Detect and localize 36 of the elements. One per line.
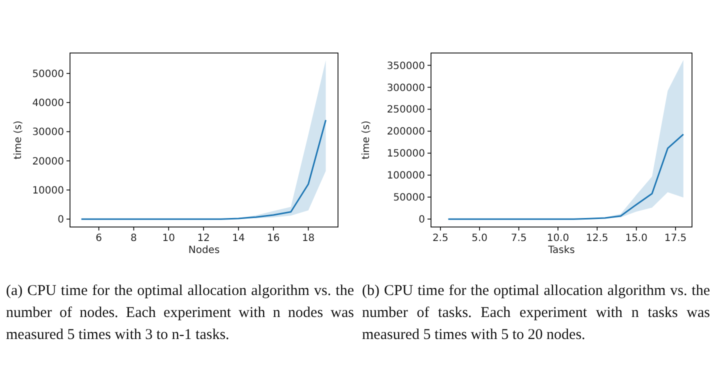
- x-tick-label: 12: [197, 233, 210, 244]
- x-tick-label: 12.5: [586, 233, 608, 244]
- x-axis-title: Tasks: [547, 245, 575, 256]
- x-tick-label: 7.5: [510, 233, 527, 244]
- y-tick-label: 0: [418, 214, 425, 226]
- text: (a) CPU time for the optimal allocation algorithm vs. the number of nodes. Each experiment with n nodes was measured 5 times with 3 to n-1 tasks.: [6, 282, 354, 345]
- x-tick-label: 10.0: [546, 233, 570, 244]
- y-axis-title: time (s): [361, 120, 372, 160]
- y-tick-label: 100000: [386, 170, 425, 182]
- y-tick-label: 50000: [32, 68, 64, 80]
- x-tick-label: 18: [302, 233, 315, 244]
- x-tick-label: 16: [267, 233, 280, 244]
- y-tick-label: 10000: [32, 185, 64, 196]
- x-tick-label: 5.0: [472, 233, 488, 244]
- x-tick-label: 15.0: [625, 233, 648, 244]
- line-series: [447, 134, 684, 220]
- y-tick-label: 250000: [386, 104, 425, 116]
- y-tick-label: 300000: [386, 82, 425, 94]
- x-tick-label: 10: [162, 233, 176, 244]
- x-tick-label: 14: [232, 233, 245, 244]
- y-tick-label: 350000: [386, 60, 425, 72]
- text: (b) CPU time for the optimal allocation algorithm vs. the number of tasks. Each experiment with n tasks was measured 5 times with 5 to 20 nodes.: [362, 282, 710, 345]
- y-tick-label: 40000: [32, 98, 64, 110]
- x-axis-title: Nodes: [188, 245, 220, 256]
- y-tick-label: 50000: [393, 192, 425, 204]
- y-tick-label: 200000: [386, 126, 425, 138]
- x-tick-label: 17.5: [664, 233, 687, 244]
- y-tick-label: 150000: [386, 148, 425, 160]
- x-tick-label: 8: [130, 233, 137, 244]
- x-tick-label: 6: [96, 233, 102, 244]
- line-series: [80, 119, 327, 220]
- y-axis-title: time (s): [13, 120, 24, 160]
- x-tick-label: 2.5: [432, 233, 448, 244]
- y-tick-label: 20000: [32, 156, 64, 168]
- y-tick-label: 0: [58, 214, 64, 226]
- y-tick-label: 30000: [32, 127, 64, 138]
